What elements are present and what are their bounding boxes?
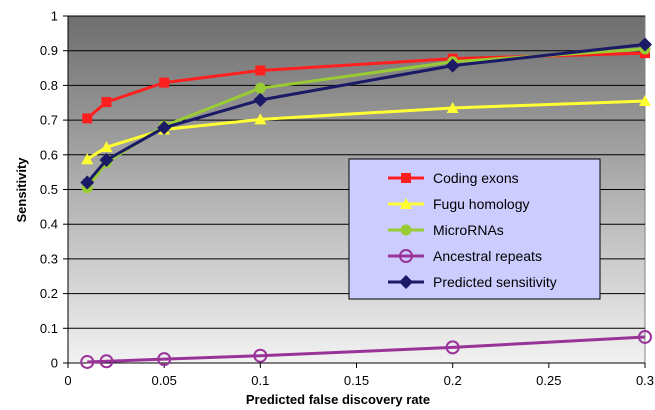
- data-point-fugu-homology: [100, 141, 113, 153]
- x-axis-label: Predicted false discovery rate: [246, 392, 430, 407]
- x-tick-label: 0: [64, 373, 71, 388]
- data-point-ancestral-repeats: [157, 352, 172, 367]
- y-tick-label: 1: [51, 9, 58, 24]
- data-point-predicted-sensitivity: [253, 92, 268, 107]
- y-tick-labels: 0 0.1 0.2 0.3 0.4 0.5 0.6 0.7 0.8 0.9 1: [40, 9, 58, 371]
- data-point-fugu-homology: [254, 113, 267, 125]
- legend-label: Fugu homology: [433, 196, 530, 212]
- y-tick-label: 0.6: [40, 147, 58, 162]
- data-point-ancestral-repeats: [99, 354, 114, 369]
- y-tick-label: 0.7: [40, 113, 58, 128]
- data-point-predicted-sensitivity: [80, 175, 95, 190]
- y-tick-label: 0.8: [40, 78, 58, 93]
- axes: [67, 16, 645, 364]
- y-tick-label: 0.3: [40, 251, 58, 266]
- series-group: [80, 37, 652, 369]
- y-axis-label: Sensitivity: [14, 157, 29, 223]
- data-point-predicted-sensitivity: [99, 153, 114, 168]
- x-tick-label: 0.1: [251, 373, 269, 388]
- data-point-fugu-homology: [639, 95, 651, 107]
- legend-swatch-marker: [401, 173, 411, 183]
- x-tick-label: 0.15: [344, 373, 369, 388]
- y-tick-label: 0.2: [40, 286, 58, 301]
- data-point-coding-exons: [159, 77, 170, 88]
- data-point-ancestral-repeats: [80, 354, 95, 369]
- x-tick-label: 0.2: [444, 373, 462, 388]
- series-predicted-sensitivity: [80, 37, 652, 190]
- legend-item-predicted-sensitivity: Predicted sensitivity: [388, 274, 557, 290]
- y-tick-label: 0.5: [40, 182, 58, 197]
- y-tick-label: 0.1: [40, 321, 58, 336]
- legend-label: Ancestral repeats: [433, 248, 542, 264]
- data-point-fugu-homology: [81, 153, 94, 165]
- data-point-coding-exons: [101, 97, 112, 108]
- series-ancestral-repeats: [80, 329, 652, 369]
- legend-swatch-marker: [400, 198, 412, 209]
- x-tick-labels: 0 0.05 0.1 0.15 0.2 0.25 0.3: [64, 373, 654, 388]
- data-point-fugu-homology: [446, 101, 459, 113]
- y-tick-label: 0.9: [40, 43, 58, 58]
- legend-swatch-marker: [400, 224, 412, 236]
- legend-label: Coding exons: [433, 170, 519, 186]
- data-point-coding-exons: [255, 65, 266, 76]
- data-point-predicted-sensitivity: [157, 120, 172, 135]
- legend: Coding exons Fugu homology MicroRNAs Ancest…: [348, 158, 601, 300]
- x-tick-label: 0.25: [536, 373, 561, 388]
- data-point-ancestral-repeats: [638, 329, 652, 344]
- legend-item-fugu-homology: Fugu homology: [388, 196, 530, 212]
- series-line-ancestral-repeats: [87, 335, 646, 364]
- legend-swatch-marker: [399, 275, 413, 289]
- data-point-ancestral-repeats: [445, 340, 460, 355]
- legend-item-coding-exons: Coding exons: [388, 170, 519, 186]
- y-tick-label: 0.4: [40, 217, 58, 232]
- data-point-coding-exons: [82, 113, 93, 124]
- data-point-micrornas: [254, 82, 266, 94]
- x-tick-label: 0.05: [152, 373, 177, 388]
- data-point-ancestral-repeats: [253, 348, 268, 363]
- legend-label: Predicted sensitivity: [433, 274, 557, 290]
- legend-label: MicroRNAs: [433, 222, 504, 238]
- data-point-predicted-sensitivity: [638, 37, 652, 52]
- y-tick-label: 0: [51, 356, 58, 371]
- data-point-predicted-sensitivity: [445, 58, 460, 73]
- legend-item-micrornas: MicroRNAs: [388, 222, 504, 238]
- x-tick-label: 0.3: [636, 373, 654, 388]
- legend-item-ancestral-repeats: Ancestral repeats: [388, 248, 542, 264]
- legend-swatch-marker: [399, 249, 413, 263]
